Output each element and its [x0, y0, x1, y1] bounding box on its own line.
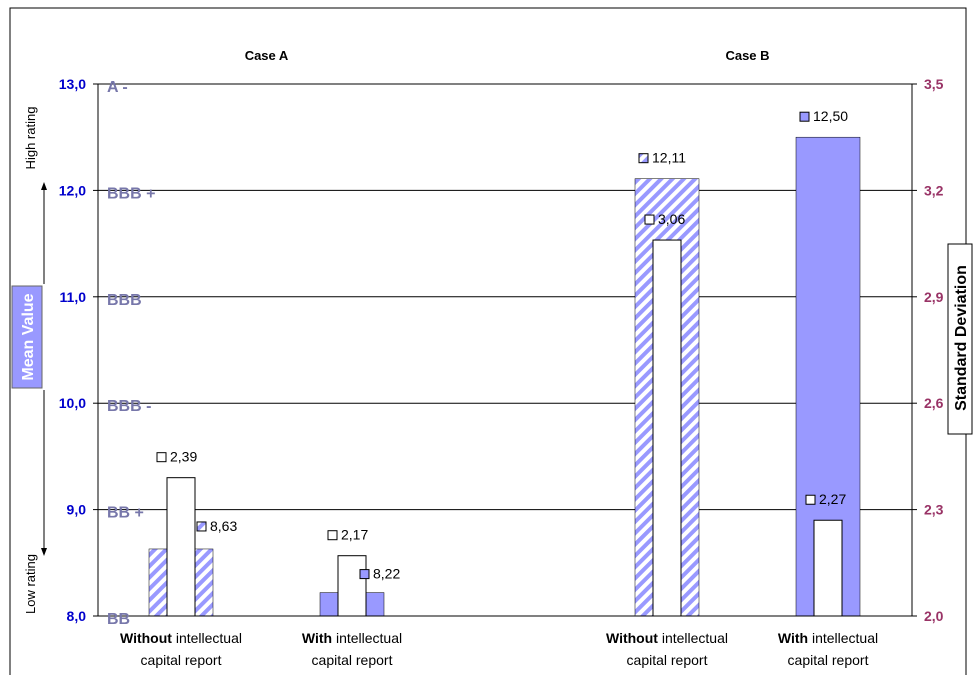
x-category-label: Without intellectual — [120, 630, 242, 646]
high-rating-label: High rating — [23, 107, 38, 170]
std-dev-box — [947, 243, 973, 435]
x-label-bold: Without — [606, 630, 658, 646]
y-tick-label-right: 2,3 — [924, 502, 944, 518]
std-bar — [337, 555, 367, 617]
case-title: Case B — [725, 48, 769, 63]
y-tick-label-right: 2,0 — [924, 608, 944, 624]
x-category-label: Without intellectual — [606, 630, 728, 646]
std-bar — [166, 477, 196, 617]
y-tick-label-left: 12,0 — [59, 182, 86, 198]
rating-label: BBB — [107, 292, 142, 309]
y-tick-label-left: 11,0 — [60, 289, 87, 305]
mean-data-label: 8,22 — [373, 566, 400, 582]
x-category-label-line2: capital report — [141, 652, 222, 668]
y-tick-label-right: 2,9 — [924, 289, 944, 305]
rating-label: BBB + — [107, 185, 155, 202]
x-category-label: With intellectual — [778, 630, 878, 646]
std-data-label: 2,39 — [170, 449, 197, 465]
mean-value-box — [11, 285, 43, 389]
mean-data-label: 12,11 — [652, 150, 686, 166]
std-legend-box — [805, 494, 816, 505]
x-label-rest: intellectual — [658, 630, 728, 646]
arrow-up-head — [41, 182, 47, 190]
std-bar — [652, 239, 682, 617]
arrow-down-head — [41, 548, 47, 556]
mean-legend-box — [196, 521, 207, 532]
y-tick-label-left: 13,0 — [59, 76, 86, 92]
x-category-label-line2: capital report — [627, 652, 708, 668]
y-axis-title-right: Standard Deviation — [953, 265, 970, 411]
mean-legend-box — [638, 153, 649, 164]
x-category-label-line2: capital report — [788, 652, 869, 668]
std-legend-box — [644, 214, 655, 225]
std-data-label: 2,27 — [819, 491, 846, 507]
rating-label: BB — [107, 611, 130, 628]
x-label-bold: Without — [120, 630, 172, 646]
std-legend-box — [327, 530, 338, 541]
mean-data-label: 12,50 — [813, 108, 848, 124]
rating-label: BBB - — [107, 398, 151, 415]
low-rating-label: Low rating — [23, 554, 38, 614]
std-legend-box — [156, 452, 167, 463]
y-tick-label-left: 8,0 — [67, 608, 87, 624]
y-tick-label-right: 2,6 — [924, 395, 944, 411]
mean-data-label: 8,63 — [210, 518, 237, 534]
case-title: Case A — [245, 48, 289, 63]
rating-label: BB + — [107, 505, 144, 522]
x-label-rest: intellectual — [332, 630, 402, 646]
std-bar — [813, 519, 843, 617]
mean-legend-box — [799, 111, 810, 122]
y-tick-label-left: 9,0 — [67, 502, 87, 518]
y-tick-label-right: 3,2 — [924, 182, 944, 198]
rating-label: A - — [107, 79, 128, 96]
y-tick-label-left: 10,0 — [59, 395, 86, 411]
x-category-label-line2: capital report — [312, 652, 393, 668]
mean-legend-box — [359, 569, 370, 580]
x-label-rest: intellectual — [808, 630, 878, 646]
x-category-label: With intellectual — [302, 630, 402, 646]
x-label-bold: With — [302, 630, 332, 646]
bars — [148, 136, 861, 617]
x-label-rest: intellectual — [172, 630, 242, 646]
y-axis-title-left: Mean Value — [20, 293, 37, 380]
axes — [93, 83, 917, 617]
std-data-label: 3,06 — [658, 211, 685, 227]
y-tick-label-right: 3,5 — [924, 76, 944, 92]
labels: 8,0 9,0 10,0 11,0 12,0 13,0 2,0 2,3 2,6 2,9 3,2 3,5… — [11, 48, 973, 668]
x-label-bold: With — [778, 630, 808, 646]
std-data-label: 2,17 — [341, 527, 368, 543]
gridlines — [98, 83, 912, 511]
